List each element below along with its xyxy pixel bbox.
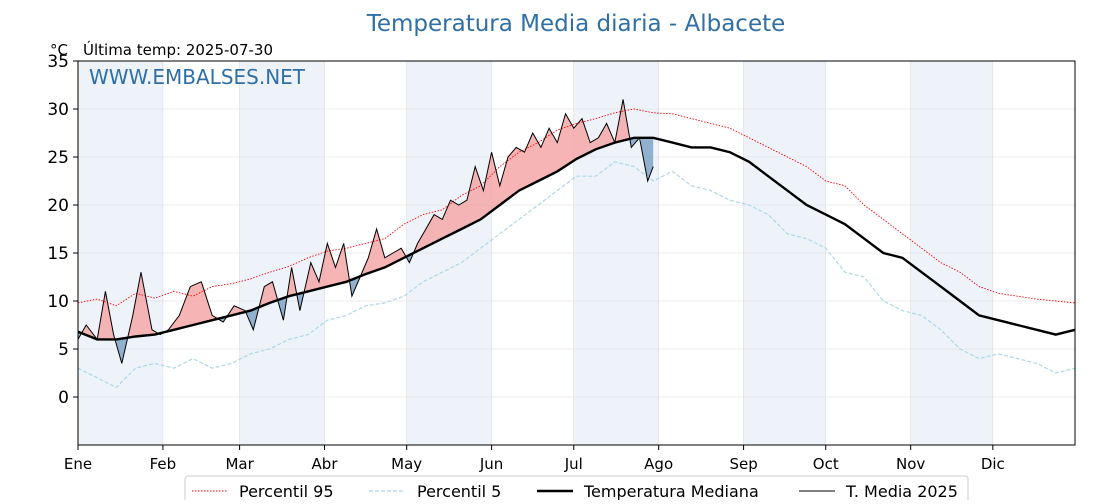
above-median-fill xyxy=(413,99,629,254)
x-tick-label: Jul xyxy=(564,455,583,473)
y-tick-label: 10 xyxy=(47,292,69,312)
x-tick-label: Ene xyxy=(64,455,92,473)
series-percentil-5 xyxy=(77,161,1076,389)
x-tick-label: Dic xyxy=(981,455,1005,473)
above-median-fill xyxy=(164,281,218,333)
legend-box xyxy=(184,475,969,504)
plot-area: 0 5 10 15 20 25 30 35 Ene Feb Mar Abr May Jun Jul Ago Se… xyxy=(47,52,1076,473)
x-tick-label: Oct xyxy=(813,455,839,473)
above-median-fill xyxy=(361,229,406,276)
series-percentil-95 xyxy=(77,108,1076,307)
below-median-fill xyxy=(246,307,259,330)
above-median-fill xyxy=(305,243,350,293)
y-tick-label: 30 xyxy=(47,100,69,120)
below-median-fill xyxy=(116,337,128,364)
chart-title: Temperatura Media diaria - Albacete xyxy=(366,11,786,37)
above-median-fill xyxy=(287,267,296,297)
x-tick-label: Feb xyxy=(150,455,177,473)
below-median-fill xyxy=(629,137,639,148)
y-tick-label: 20 xyxy=(47,196,69,216)
x-tick-label: May xyxy=(391,455,422,473)
legend: Percentil 95 Percentil 5 Temperatura Media… xyxy=(184,475,969,504)
x-tick-label: Jun xyxy=(479,455,503,473)
series-media-2025 xyxy=(77,99,654,364)
legend-label: Percentil 5 xyxy=(417,482,501,500)
x-tick-label: Sep xyxy=(729,455,757,473)
legend-label: Temperatura Mediana xyxy=(583,482,759,500)
above-median-fill xyxy=(82,291,115,340)
x-tick-label: Mar xyxy=(225,455,254,473)
last-temp-label: Última temp: 2025-07-30 xyxy=(83,40,273,59)
legend-label: Percentil 95 xyxy=(239,482,334,500)
below-median-fill xyxy=(350,276,361,297)
y-unit-label: °C xyxy=(50,41,68,59)
x-tick-label: Nov xyxy=(896,455,925,473)
y-tick-label: 0 xyxy=(58,388,69,408)
y-tick-label: 5 xyxy=(58,340,69,360)
watermark: WWW.EMBALSES.NET xyxy=(89,65,306,89)
x-tick-label: Ago xyxy=(644,455,673,473)
x-tick-label: Abr xyxy=(312,455,339,473)
above-median-fill xyxy=(227,305,246,317)
y-tick-label: 15 xyxy=(47,244,69,264)
below-median-fill xyxy=(640,137,654,181)
y-tick-label: 35 xyxy=(47,52,69,72)
y-tick-label: 25 xyxy=(47,148,69,168)
below-median-fill xyxy=(297,292,304,311)
series-mediana xyxy=(77,136,1076,341)
legend-label: T. Media 2025 xyxy=(845,482,958,500)
